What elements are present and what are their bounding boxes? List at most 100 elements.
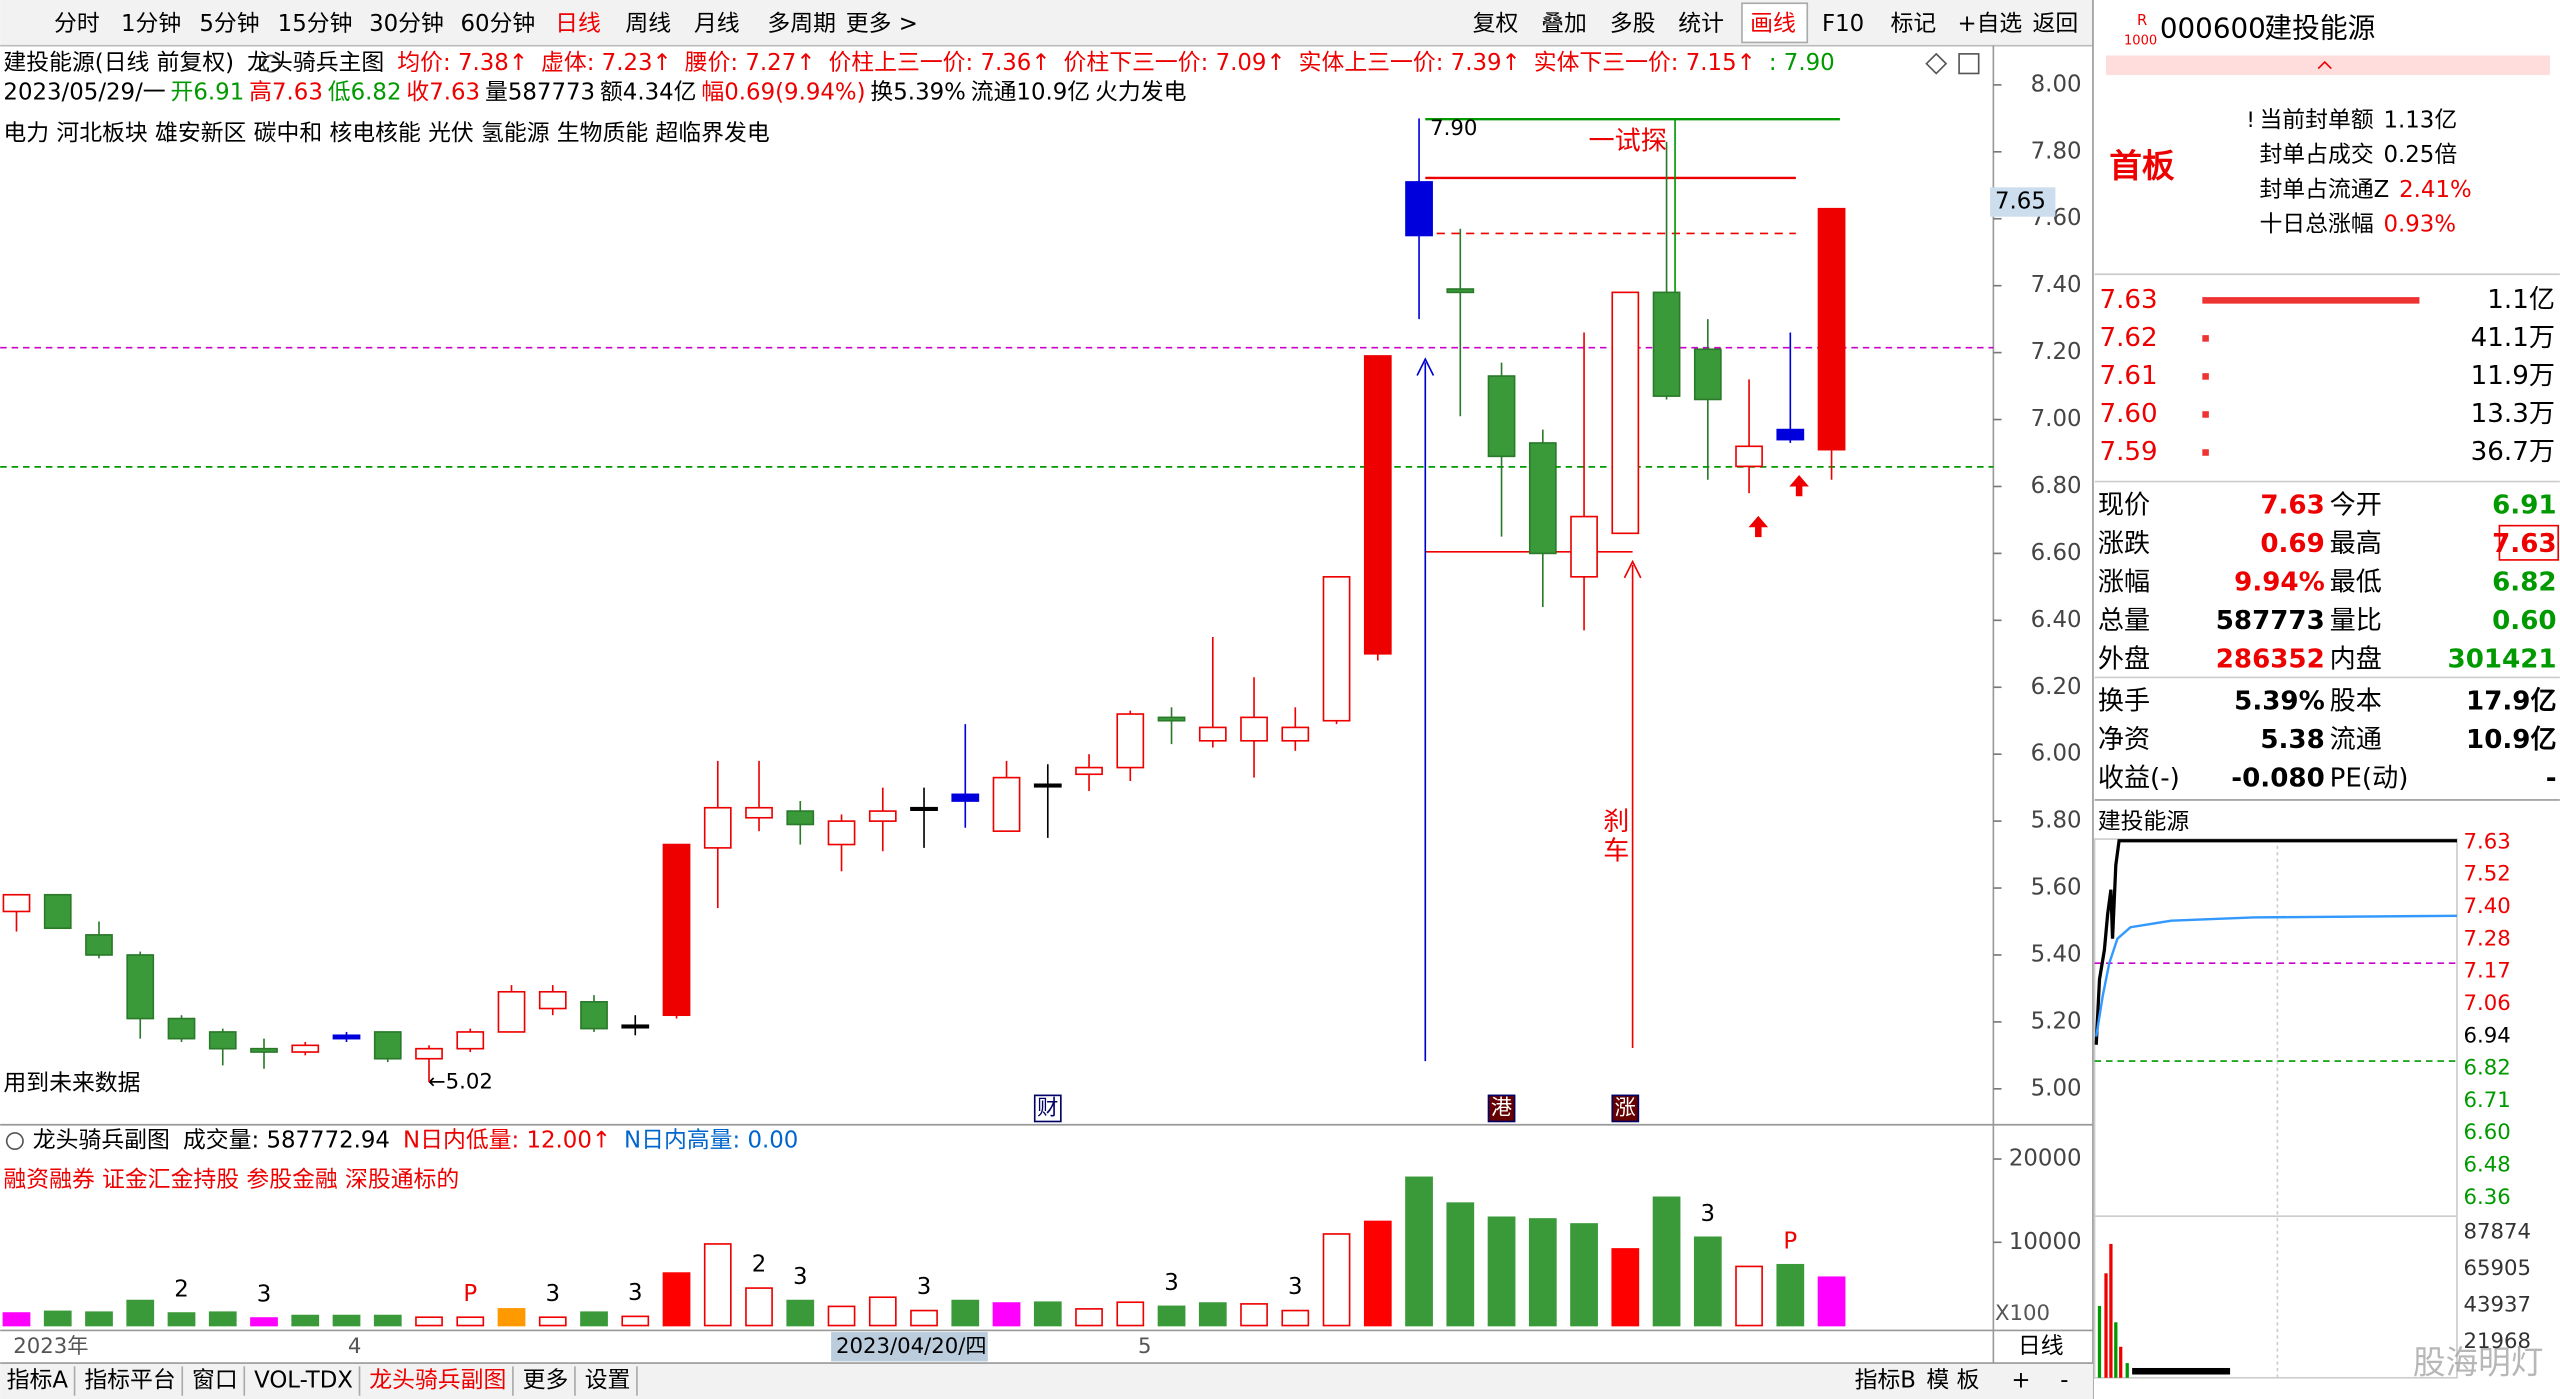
- quote-value: 17.9亿: [2466, 686, 2557, 716]
- mini-price-label: 6.36: [2464, 1185, 2511, 1210]
- event-marker-bg: [1487, 1094, 1516, 1123]
- event-marker[interactable]: 涨: [1615, 1095, 1636, 1120]
- quote-label: PE(动): [2330, 763, 2409, 793]
- event-marker[interactable]: 财: [1037, 1095, 1058, 1120]
- candle-body: [703, 806, 732, 849]
- collapse-icon[interactable]: [2317, 60, 2332, 70]
- quote-value: 0.60: [2492, 606, 2556, 636]
- volume-flag: 3: [1701, 1201, 1716, 1227]
- indicator-text: 实体上三一价: 7.39↑: [1299, 50, 1521, 76]
- tab[interactable]: 设置: [585, 1368, 631, 1394]
- indicator-text: 价柱下三一价: 7.09↑: [1064, 50, 1286, 76]
- gear-icon[interactable]: [5, 1132, 24, 1151]
- toolbar-button[interactable]: 月线: [694, 11, 740, 37]
- volume-flag: 3: [628, 1280, 643, 1306]
- toolbar-button[interactable]: 周线: [625, 11, 671, 37]
- toolbar-button[interactable]: 5分钟: [199, 11, 259, 37]
- toolbar-button[interactable]: 标记: [1891, 11, 1937, 37]
- annotation: 用到未来数据: [3, 1070, 140, 1096]
- board-tag: 首板: [2109, 147, 2175, 185]
- volume-bar: [1405, 1176, 1433, 1327]
- volume-bar: [1240, 1303, 1268, 1327]
- price-tick-label: 6.00: [2031, 741, 2082, 767]
- signal-arrow: [1748, 515, 1769, 538]
- quote-label: 涨跌: [2098, 529, 2150, 559]
- tab[interactable]: VOL-TDX: [254, 1368, 353, 1394]
- annotation: 车: [1603, 837, 1629, 867]
- toolbar-button[interactable]: 日线: [555, 11, 601, 37]
- annotation: 一试探: [1589, 127, 1667, 157]
- volume-tick: [2097, 1305, 2102, 1378]
- mini-price-label: 6.94: [2464, 1023, 2511, 1048]
- toolbar-button[interactable]: 60分钟: [461, 11, 536, 37]
- candle-body: [1817, 207, 1846, 451]
- toolbar-button[interactable]: 多周期: [767, 11, 836, 37]
- candle-body: [538, 990, 567, 1010]
- gear-icon[interactable]: [262, 54, 281, 73]
- candle-body: [415, 1047, 443, 1060]
- toolbar-button[interactable]: 15分钟: [278, 11, 353, 37]
- tabs-bg: [0, 1363, 2093, 1399]
- tab[interactable]: 模 板: [1926, 1368, 1979, 1394]
- intraday-volume: [2097, 1243, 2231, 1378]
- quote-line: 收7.63: [406, 80, 480, 106]
- toolbar-button[interactable]: 叠加: [1541, 11, 1587, 37]
- book-bar: [2202, 335, 2209, 342]
- tab[interactable]: 龙头骑兵副图: [369, 1368, 506, 1394]
- tab[interactable]: 指标平台: [84, 1368, 175, 1394]
- seal-label: 封单占成交: [2259, 142, 2373, 168]
- stock-code: 000600: [2160, 11, 2266, 44]
- toolbar-button[interactable]: 画线: [1750, 11, 1796, 37]
- tab[interactable]: +: [2011, 1368, 2030, 1394]
- candle-body: [1322, 576, 1351, 722]
- toolbar-button[interactable]: 分时: [54, 11, 100, 37]
- toolbar-button[interactable]: 1分钟: [121, 11, 181, 37]
- toolbar-button[interactable]: F10: [1822, 11, 1864, 37]
- cursor-price: 7.65: [1995, 189, 2046, 215]
- volume-bar: [827, 1305, 856, 1327]
- tab[interactable]: 更多: [523, 1368, 569, 1394]
- candle-body: [662, 843, 691, 1017]
- quote-label: 涨幅: [2098, 568, 2150, 598]
- date-cursor: 2023/04/20/四: [836, 1334, 987, 1359]
- event-marker[interactable]: 港: [1491, 1095, 1512, 1120]
- quote-label: 现价: [2098, 491, 2150, 521]
- toolbar-button[interactable]: 复权: [1473, 11, 1519, 37]
- tab[interactable]: 指标B: [1855, 1368, 1916, 1394]
- mini-volume-label: 43937: [2464, 1293, 2532, 1318]
- volume-bar: [1075, 1308, 1103, 1327]
- volume-flag: 2: [174, 1277, 189, 1303]
- tab[interactable]: 指标A: [7, 1368, 69, 1394]
- tab[interactable]: -: [2060, 1368, 2068, 1394]
- quote-value: 301421: [2448, 645, 2557, 675]
- toolbar-button[interactable]: 30分钟: [369, 11, 444, 37]
- toolbar-button[interactable]: 统计: [1678, 11, 1724, 37]
- price-tick-label: 6.60: [2031, 540, 2082, 566]
- toolbar-button[interactable]: 返回: [2033, 11, 2079, 37]
- sub-indicator-text: 龙头骑兵副图: [33, 1128, 170, 1154]
- volume-bar: [1487, 1216, 1516, 1327]
- quote-value: -0.080: [2231, 763, 2324, 793]
- volume-tick: [2114, 1322, 2118, 1378]
- tab[interactable]: 窗口: [192, 1368, 238, 1394]
- quote-value: 6.91: [2492, 491, 2556, 521]
- window-icon[interactable]: [1958, 53, 1980, 75]
- diamond-icon[interactable]: [1925, 52, 1948, 75]
- volume-bar: [538, 1316, 567, 1327]
- quote-line: 额4.34亿: [600, 80, 697, 106]
- toolbar-button[interactable]: +自选: [1957, 11, 2022, 37]
- toolbar-button[interactable]: 多股: [1610, 11, 1656, 37]
- price-tick-label: 6.20: [2031, 674, 2082, 700]
- book-qty: 36.7万: [2471, 437, 2555, 467]
- indicator-text: 实体下三一价: 7.15↑: [1534, 50, 1756, 76]
- candle-body: [1075, 766, 1103, 776]
- candle-body: [373, 1031, 402, 1060]
- indicator-text: 均价: 7.38↑: [397, 50, 528, 76]
- volume-bar: [2, 1312, 31, 1327]
- toolbar-button[interactable]: 更多 >: [846, 11, 918, 37]
- volume-bar: [786, 1299, 815, 1327]
- seal-value: 1.13亿: [2383, 107, 2457, 133]
- quote-label: 内盘: [2330, 645, 2382, 675]
- volume-flag: 3: [793, 1264, 808, 1290]
